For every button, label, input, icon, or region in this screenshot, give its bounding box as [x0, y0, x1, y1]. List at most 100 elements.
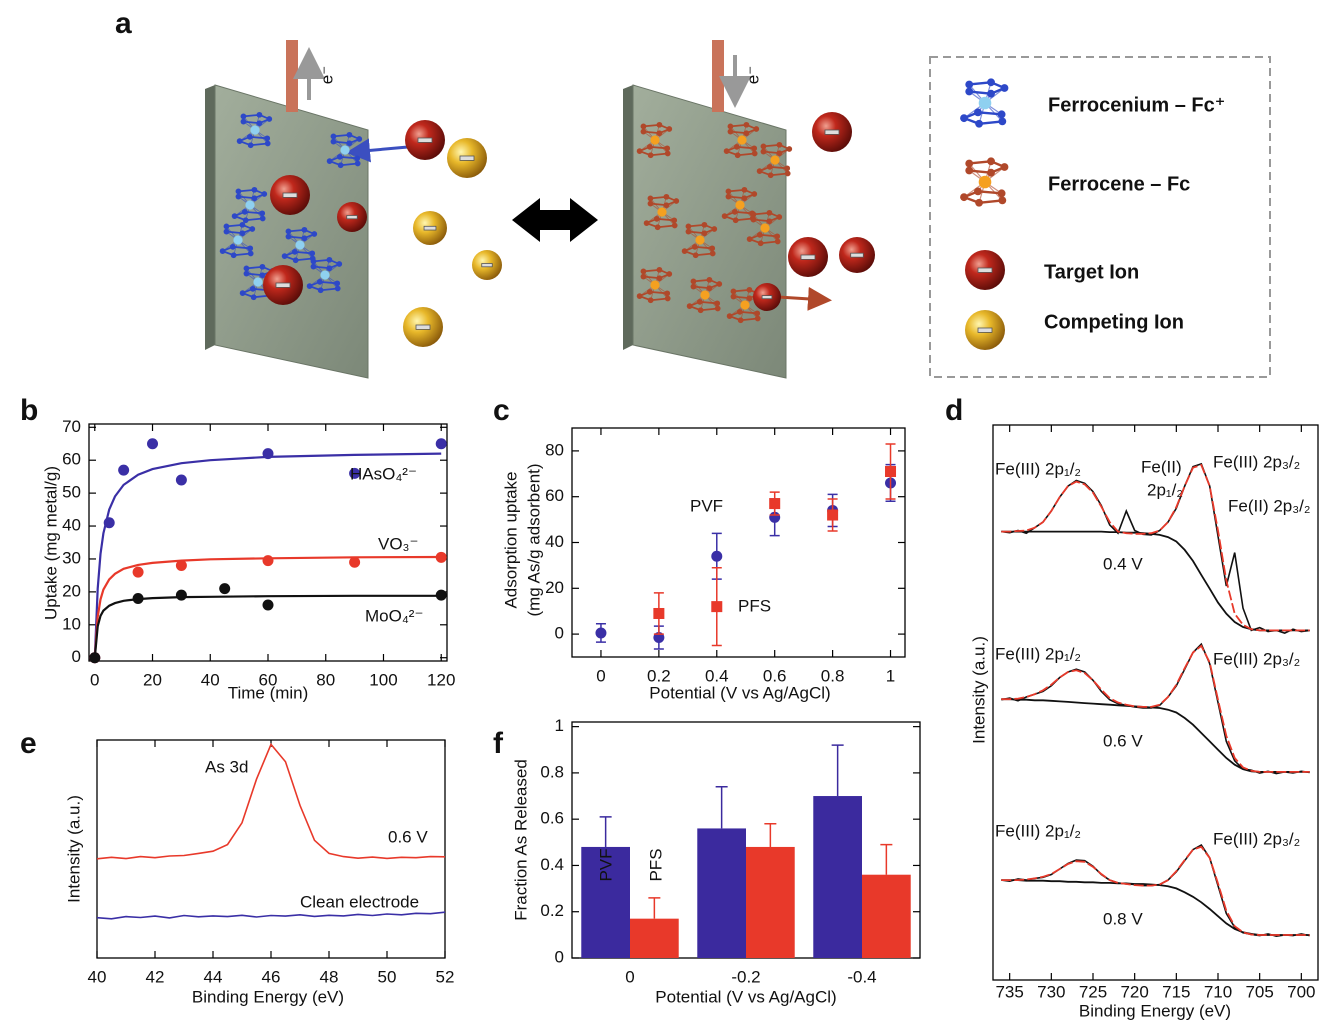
- atom: [292, 249, 298, 255]
- atom: [726, 189, 732, 195]
- point: [711, 601, 722, 612]
- y-tick-label: 60: [545, 486, 564, 505]
- atom: [665, 151, 671, 157]
- atom: [644, 220, 650, 226]
- atom: [702, 222, 708, 228]
- atom: [747, 236, 753, 242]
- background-line: [1001, 880, 1309, 935]
- y-tick-label: 60: [62, 450, 81, 469]
- atom: [244, 271, 250, 277]
- ion-charge: [825, 130, 839, 134]
- atom: [758, 240, 764, 246]
- atom: [232, 213, 238, 219]
- atom: [711, 226, 717, 232]
- atom: [987, 90, 995, 98]
- atom: [655, 224, 661, 230]
- atom: [224, 224, 230, 230]
- panel-label: f: [493, 727, 504, 760]
- atom: [665, 296, 671, 302]
- ion-charge: [801, 255, 815, 259]
- atom: [753, 126, 759, 132]
- iron-center: [979, 97, 992, 110]
- x-tick-label: 44: [204, 967, 223, 986]
- atom: [224, 229, 230, 235]
- bar: [697, 828, 746, 958]
- atom: [998, 117, 1006, 125]
- x-tick-label: 715: [1162, 982, 1190, 1001]
- atom: [698, 307, 704, 313]
- atom: [220, 248, 226, 254]
- atom: [686, 224, 692, 230]
- point: [263, 448, 274, 459]
- x-tick-label: 0: [596, 666, 605, 685]
- x-tick-label: 705: [1245, 982, 1273, 1001]
- atom: [767, 210, 773, 216]
- atom: [664, 290, 670, 296]
- y-tick-label: 0: [555, 624, 564, 643]
- atom: [751, 212, 757, 218]
- bar: [813, 796, 862, 958]
- atom: [682, 248, 688, 254]
- error-bar: [832, 745, 844, 796]
- annotation: Fe(III) 2p₁/₂: [995, 821, 1081, 840]
- atom: [265, 141, 271, 147]
- schematic: a e⁻ e⁻ Ferrocenium – Fc⁺ Ferrocene – Fc…: [115, 7, 1270, 378]
- atom: [252, 195, 258, 201]
- legend-label: Ferrocenium – Fc⁺: [1048, 94, 1225, 116]
- x-axis-label: Time (min): [228, 683, 309, 702]
- ion-charge: [482, 264, 493, 267]
- atom: [754, 310, 760, 316]
- point: [89, 652, 100, 663]
- x-tick-label: 46: [262, 967, 281, 986]
- atom: [302, 227, 308, 233]
- x-tick-label: 42: [146, 967, 165, 986]
- atom: [286, 229, 292, 235]
- atom: [355, 161, 361, 167]
- y-tick-label: 70: [62, 417, 81, 436]
- ion-charge: [851, 253, 864, 257]
- ion-charge: [283, 193, 297, 197]
- atom: [657, 267, 663, 273]
- series-label: 0.6 V: [1103, 731, 1143, 750]
- series-label: 0.6 V: [388, 827, 428, 846]
- y-axis-label: Adsorption uptake: [501, 471, 520, 608]
- point: [769, 498, 780, 509]
- wire: [712, 40, 724, 112]
- atom: [247, 134, 253, 140]
- atom: [691, 279, 697, 285]
- atom: [974, 187, 982, 195]
- iron-center: [737, 135, 746, 144]
- atom: [965, 160, 973, 168]
- ion-charge: [424, 226, 436, 230]
- atom: [702, 230, 708, 236]
- x-tick-label: -0.2: [731, 967, 760, 986]
- point: [147, 438, 158, 449]
- point: [263, 555, 274, 566]
- point: [436, 552, 447, 563]
- atom: [311, 259, 317, 265]
- x-tick-label: -0.4: [847, 967, 876, 986]
- point: [436, 590, 447, 601]
- atom: [716, 281, 722, 287]
- atom: [738, 317, 744, 323]
- annotation: Fe(III) 2p₃/₂: [1213, 829, 1300, 848]
- atom: [664, 202, 670, 208]
- atom: [337, 154, 343, 160]
- atom: [1001, 163, 1009, 171]
- atom: [974, 108, 982, 116]
- atom: [751, 191, 757, 197]
- atom: [230, 244, 236, 250]
- atom: [732, 209, 738, 215]
- atom: [657, 275, 663, 281]
- series-label: PFS: [646, 848, 665, 881]
- y-tick-label: 40: [62, 516, 81, 535]
- y-axis-label: (mg As/g adsorbent): [524, 463, 543, 616]
- atom: [356, 136, 362, 142]
- x-tick-label: 710: [1204, 982, 1232, 1001]
- series-label: 0.8 V: [1103, 909, 1143, 928]
- double-arrow: [512, 198, 598, 242]
- atom: [240, 290, 246, 296]
- atom: [747, 295, 753, 301]
- y-axis-label: Uptake (mg metal/g): [41, 466, 60, 620]
- series-label: PVF: [690, 496, 723, 515]
